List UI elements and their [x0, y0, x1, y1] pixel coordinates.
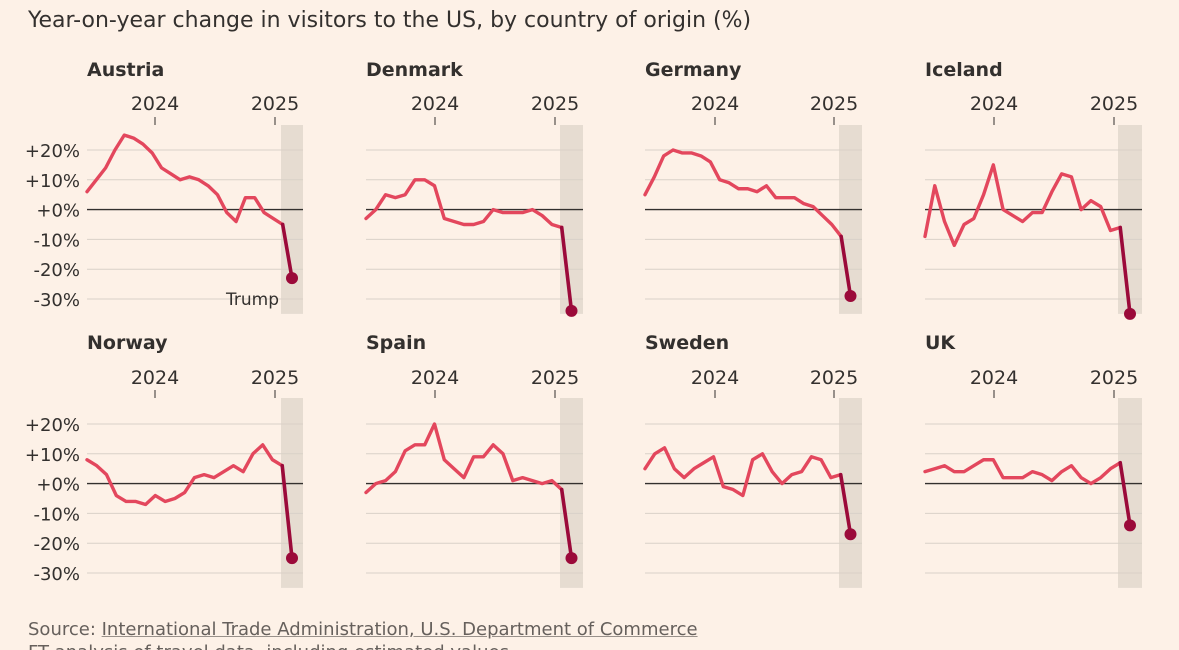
latest-drop-segment — [838, 472, 853, 537]
y-tick-label: +0% — [36, 201, 80, 222]
latest-point — [1124, 519, 1136, 532]
year-tick-label: 2024 — [691, 93, 739, 115]
y-tick-label: -30% — [33, 564, 80, 585]
trump-annotation: Trump — [225, 290, 279, 310]
panel-title: Austria — [87, 59, 164, 81]
series-line — [923, 458, 1122, 486]
y-tick-label: -10% — [33, 230, 80, 251]
panel-norway: 2024 2025 Norway +20% +10% +0% -10% -20% -30% — [25, 332, 303, 588]
year-tick-label: 2024 — [131, 367, 179, 389]
series-line — [364, 178, 564, 230]
year-tick-label: 2024 — [970, 367, 1018, 389]
panel-title: Germany — [645, 59, 742, 81]
trump-period-band — [1118, 398, 1142, 588]
source-prefix: Source: — [28, 619, 102, 640]
panel-austria: 2024 2025 Austria +20% +10% +0% -10% -20% -30% Tr… — [25, 59, 303, 314]
year-tick-label: 2024 — [691, 367, 739, 389]
panel-title: Iceland — [925, 59, 1003, 81]
y-tick-label: +20% — [25, 415, 80, 436]
latest-point — [565, 552, 578, 565]
footnote: FT analysis of travel data, including es… — [28, 642, 509, 650]
panel-title: Sweden — [645, 332, 729, 354]
panel-denmark: 2024 2025 Denmark — [364, 59, 583, 317]
y-tick-label: -10% — [33, 504, 80, 525]
panel-uk: 2024 2025 UK — [923, 332, 1142, 588]
y-tick-label: -30% — [33, 290, 80, 311]
latest-point — [286, 272, 298, 285]
latest-drop-segment — [839, 234, 853, 298]
chart-title: Year-on-year change in visitors to the U… — [28, 8, 752, 33]
trump-period-band — [1118, 125, 1142, 314]
year-tick-label: 2025 — [810, 367, 858, 389]
year-tick-label: 2024 — [131, 93, 179, 115]
latest-drop-segment — [280, 463, 294, 560]
year-tick-label: 2025 — [251, 93, 299, 115]
year-tick-label: 2025 — [810, 93, 858, 115]
latest-point — [565, 304, 578, 317]
latest-drop-segment — [1118, 225, 1132, 316]
panel-title: UK — [925, 332, 956, 354]
series-line — [364, 422, 564, 495]
y-tick-label: +10% — [25, 171, 80, 192]
latest-drop-segment — [1118, 460, 1132, 528]
panel-title: Denmark — [366, 59, 463, 81]
y-tick-label: +0% — [36, 475, 80, 496]
series-line — [85, 443, 284, 507]
latest-point — [286, 552, 298, 565]
latest-point — [844, 528, 857, 541]
latest-drop-segment — [559, 225, 574, 313]
panel-sweden: 2024 2025 Sweden — [643, 332, 862, 588]
latest-point — [1124, 307, 1136, 320]
panel-title: Norway — [87, 332, 168, 354]
year-tick-label: 2025 — [1090, 367, 1138, 389]
trump-period-band — [281, 398, 303, 588]
latest-drop-segment — [559, 487, 574, 560]
y-tick-label: +20% — [25, 141, 80, 162]
year-tick-label: 2025 — [531, 93, 579, 115]
y-tick-label: -20% — [33, 534, 80, 555]
year-tick-label: 2025 — [1090, 93, 1138, 115]
trump-period-band — [281, 125, 303, 314]
year-tick-label: 2025 — [251, 367, 299, 389]
series-line — [643, 446, 843, 498]
series-line — [923, 163, 1122, 248]
trump-period-band — [560, 125, 583, 314]
latest-drop-segment — [280, 222, 294, 280]
y-tick-label: +10% — [25, 445, 80, 466]
year-tick-label: 2024 — [411, 93, 459, 115]
source-line: Source: International Trade Administrati… — [28, 619, 698, 640]
y-tick-label: -20% — [33, 260, 80, 281]
year-tick-label: 2024 — [411, 367, 459, 389]
panel-iceland: 2024 2025 Iceland — [923, 59, 1142, 320]
panel-germany: 2024 2025 Germany — [643, 59, 862, 314]
year-tick-label: 2024 — [970, 93, 1018, 115]
series-line — [643, 148, 843, 239]
source-link[interactable]: International Trade Administration, U.S.… — [101, 619, 698, 640]
year-tick-label: 2025 — [531, 367, 579, 389]
series-line — [85, 133, 285, 227]
latest-point — [844, 290, 857, 303]
trump-period-band — [839, 398, 862, 588]
panel-title: Spain — [366, 332, 426, 354]
trump-period-band — [560, 398, 583, 588]
panel-spain: 2024 2025 Spain — [364, 332, 583, 588]
